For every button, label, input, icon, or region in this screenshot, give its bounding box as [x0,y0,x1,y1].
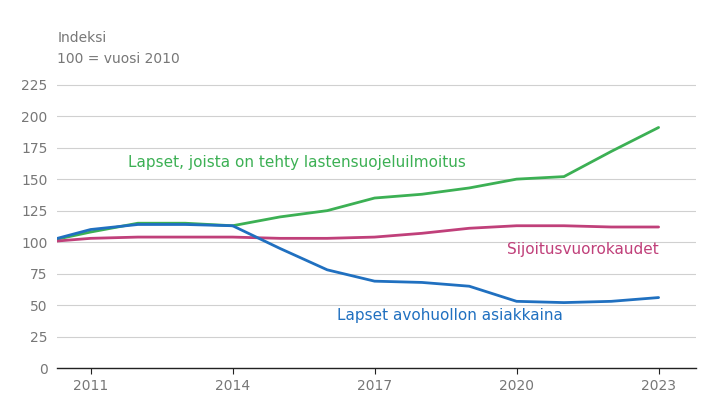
Text: 100 = vuosi 2010: 100 = vuosi 2010 [57,52,180,65]
Text: Indeksi: Indeksi [57,31,107,45]
Text: Lapset, joista on tehty lastensuojeluilmoitus: Lapset, joista on tehty lastensuojeluilm… [129,155,466,170]
Text: Lapset avohuollon asiakkaina: Lapset avohuollon asiakkaina [337,308,563,323]
Text: Sijoitusvuorokaudet: Sijoitusvuorokaudet [507,242,659,257]
